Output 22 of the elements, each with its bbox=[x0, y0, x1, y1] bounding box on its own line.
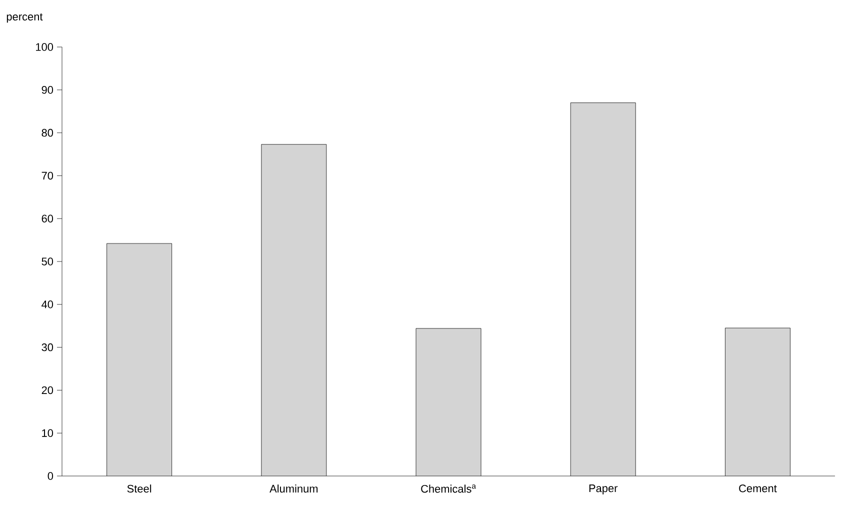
y-tick-label: 20 bbox=[42, 386, 54, 394]
y-tick-label: 70 bbox=[42, 172, 54, 180]
bar bbox=[725, 328, 790, 476]
y-tick-label: 90 bbox=[42, 86, 54, 94]
y-tick-label: 40 bbox=[42, 300, 54, 308]
y-axis-title: percent bbox=[6, 13, 43, 23]
bar bbox=[106, 243, 172, 476]
y-tick-label: 80 bbox=[42, 128, 54, 137]
x-tick-label: Paper bbox=[589, 484, 618, 494]
y-tick-label: 60 bbox=[42, 214, 54, 222]
y-tick-label: 100 bbox=[36, 43, 54, 51]
bar bbox=[261, 144, 326, 476]
bar bbox=[416, 328, 482, 476]
x-tick-label: Steel bbox=[127, 484, 152, 493]
x-tick-label: Cement bbox=[739, 484, 777, 492]
y-tick-label: 0 bbox=[48, 472, 54, 480]
y-tick-label: 50 bbox=[42, 258, 54, 266]
bar bbox=[570, 102, 636, 476]
y-tick-label: 30 bbox=[42, 343, 54, 352]
x-tick-label: Aluminum bbox=[270, 484, 318, 493]
y-tick-label: 10 bbox=[42, 429, 54, 437]
x-tick-label: Chemicals$^{a}$ bbox=[421, 484, 476, 493]
